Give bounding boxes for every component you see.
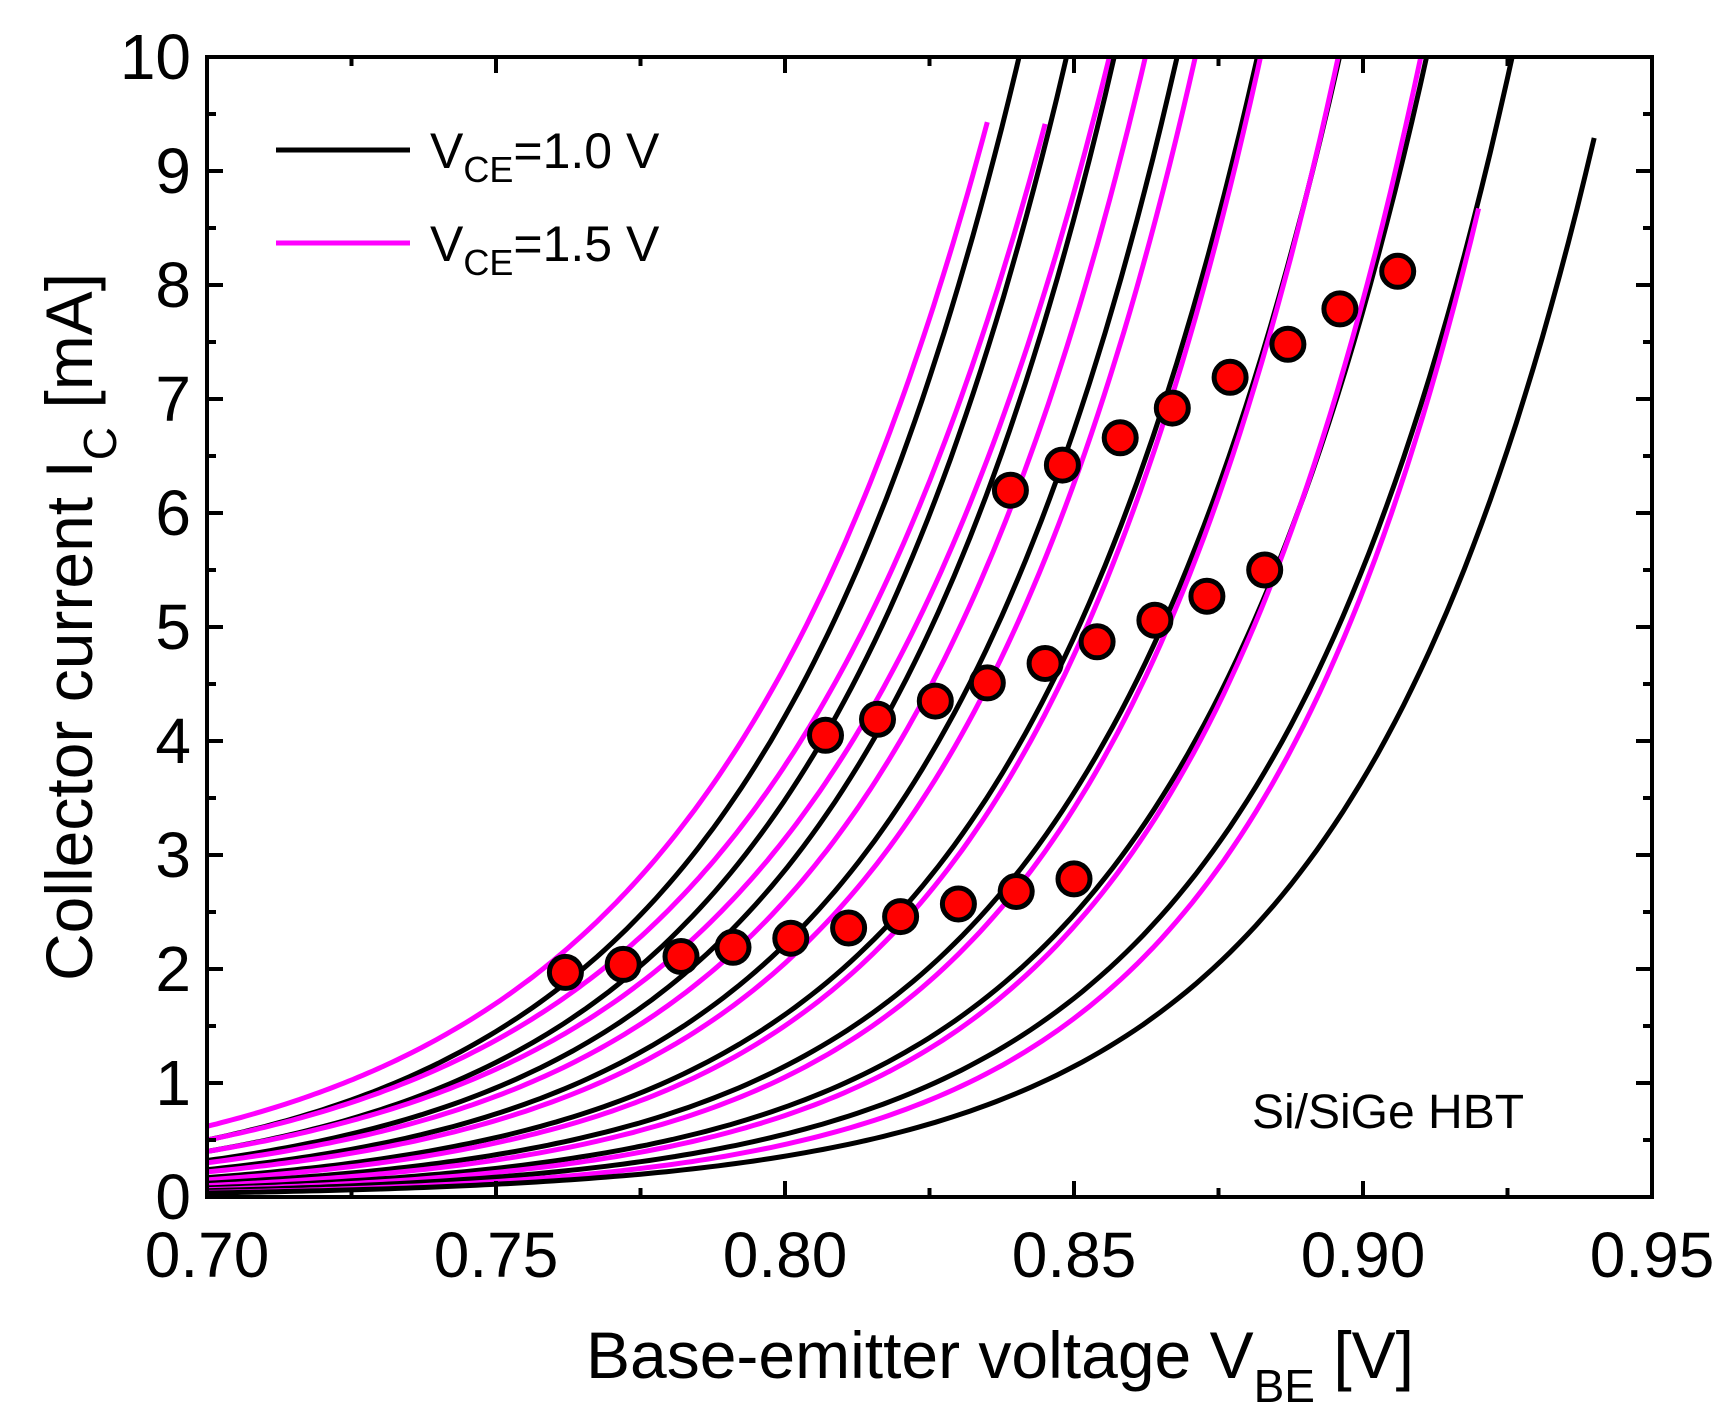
series-line-14	[207, 57, 1430, 1191]
series-line-6	[207, 57, 1117, 1163]
data-point-9	[997, 873, 1035, 910]
series-line-8	[207, 57, 1180, 1173]
series-line-18	[207, 137, 1597, 1196]
x-tick-label: 0.85	[1012, 1219, 1137, 1291]
data-point-4	[714, 928, 752, 966]
x-tick-label: 0.80	[723, 1219, 848, 1291]
data-point-26	[1321, 290, 1359, 328]
data-point-10	[1055, 860, 1093, 898]
y-tick-label: 7	[155, 363, 191, 435]
markers-layer	[546, 252, 1417, 991]
data-point-3	[662, 938, 700, 975]
data-point-18	[1188, 577, 1226, 615]
data-point-5	[772, 919, 810, 957]
data-point-21	[1043, 446, 1081, 484]
data-point-12	[859, 700, 896, 738]
legend: VCE=1.0 V VCE=1.5 V	[276, 123, 660, 283]
data-point-25	[1269, 325, 1307, 363]
x-tick-label: 0.75	[434, 1219, 559, 1291]
y-tick-label: 8	[155, 249, 191, 321]
x-tick-label: 0.90	[1301, 1219, 1426, 1291]
series-line-15	[207, 57, 1424, 1193]
x-axis-title: Base-emitter voltage VBE [V]	[586, 1318, 1414, 1411]
series-line-16	[207, 57, 1515, 1194]
y-tick-label: 1	[155, 1047, 191, 1119]
data-point-15	[1026, 645, 1064, 682]
data-point-11	[807, 716, 844, 754]
y-tick-label: 0	[155, 1161, 191, 1233]
x-axis-title-main: Base-emitter voltage V	[586, 1318, 1254, 1392]
y-tick-label: 3	[155, 819, 191, 891]
curves-layer	[207, 57, 1597, 1196]
y-tick-label: 5	[155, 591, 191, 663]
device-annotation: Si/SiGe HBT	[1252, 1086, 1524, 1139]
series-line-9	[207, 57, 1198, 1175]
series-line-5	[207, 57, 1112, 1154]
series-line-1	[207, 121, 990, 1129]
series-line-7	[207, 57, 1148, 1166]
data-point-13	[916, 682, 954, 720]
x-tick-label: 0.95	[1590, 1219, 1715, 1291]
y-ticks: 0 1 2 3 4 5 6 7 8 9 10	[120, 21, 1652, 1233]
data-point-27	[1379, 252, 1417, 290]
data-point-6	[830, 909, 868, 947]
y-axis-title-unit: [mA]	[32, 273, 106, 427]
series-line-2	[207, 57, 1022, 1143]
y-axis-title-main: Collector current I	[32, 460, 106, 981]
y-axis-title: Collector current IC [mA]	[32, 273, 126, 981]
y-tick-label: 4	[155, 705, 191, 777]
data-point-8	[939, 885, 977, 923]
y-tick-label: 6	[155, 477, 191, 549]
data-point-1	[546, 953, 584, 991]
x-ticks: 0.70 0.75 0.80 0.85 0.90 0.95	[145, 57, 1715, 1291]
y-tick-label: 9	[155, 135, 191, 207]
data-point-14	[968, 664, 1006, 702]
x-axis-title-unit: [V]	[1315, 1318, 1414, 1392]
data-point-2	[604, 945, 642, 983]
series-line-11	[207, 57, 1264, 1183]
legend-label-vce-1-0: VCE=1.0 V	[430, 123, 660, 190]
y-tick-label: 10	[120, 21, 191, 93]
y-axis-title-sub: C	[74, 427, 126, 460]
legend-label-vce-1-5: VCE=1.5 V	[430, 216, 660, 283]
data-point-22	[1101, 419, 1139, 457]
x-tick-label: 0.70	[145, 1219, 270, 1291]
data-point-23	[1153, 389, 1191, 427]
data-point-16	[1078, 623, 1116, 661]
data-point-24	[1211, 358, 1249, 396]
series-line-4	[207, 57, 1070, 1154]
data-point-7	[882, 898, 920, 936]
x-axis-title-sub: BE	[1254, 1360, 1315, 1411]
data-point-19	[1246, 551, 1284, 589]
data-point-20	[991, 471, 1029, 509]
series-line-12	[207, 57, 1343, 1186]
data-point-17	[1136, 601, 1174, 639]
y-tick-label: 2	[155, 933, 191, 1005]
series-line-10	[207, 57, 1260, 1181]
